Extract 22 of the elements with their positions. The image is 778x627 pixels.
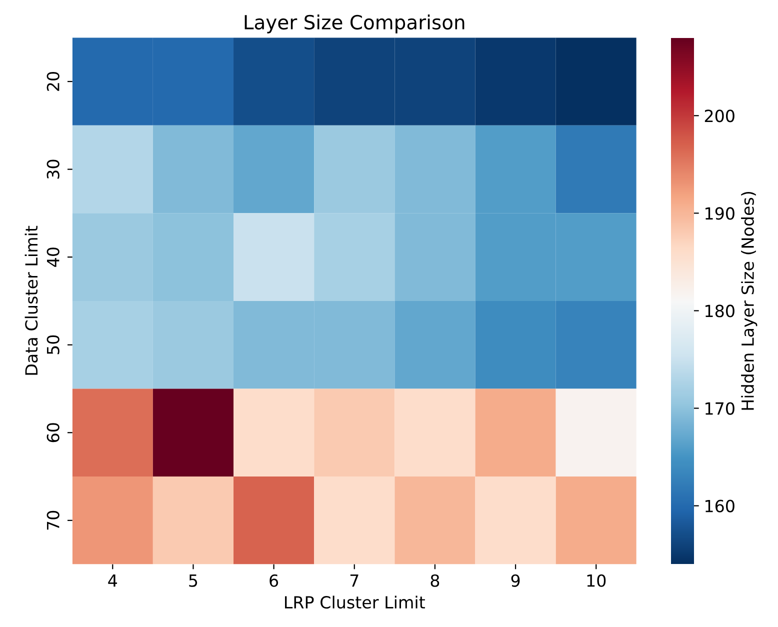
x-tick-label: 10 <box>587 574 606 587</box>
color-bar-label: 180 <box>706 304 734 318</box>
color-bar-label: 200 <box>704 110 734 122</box>
chart-title: Layer Size Comparison <box>244 14 464 34</box>
color-bar-title: Hidden Layer Size (Nodes) <box>741 192 758 410</box>
x-tick-label: 9 <box>511 574 520 587</box>
y-tick-label: 20 <box>46 72 60 91</box>
y-tick-label: 60 <box>46 423 60 442</box>
x-tick-label: 5 <box>189 574 198 587</box>
x-tick-label: 4 <box>108 574 118 587</box>
color-bar-label: 190 <box>706 207 734 220</box>
y-axis-title: Data Cluster Limit <box>24 226 38 375</box>
x-tick-label: 6 <box>270 574 278 587</box>
y-tick-label: 50 <box>46 335 60 354</box>
x-tick-label: 8 <box>430 574 440 587</box>
x-tick-label: 7 <box>350 574 358 587</box>
y-tick-label: 40 <box>46 248 60 267</box>
x-axis-title: LRP Cluster Limit <box>285 596 425 609</box>
y-tick-label: 70 <box>46 510 60 530</box>
y-tick-label: 30 <box>46 160 60 179</box>
color-bar-label: 160 <box>706 500 734 512</box>
color-bar-label: 170 <box>706 402 734 415</box>
